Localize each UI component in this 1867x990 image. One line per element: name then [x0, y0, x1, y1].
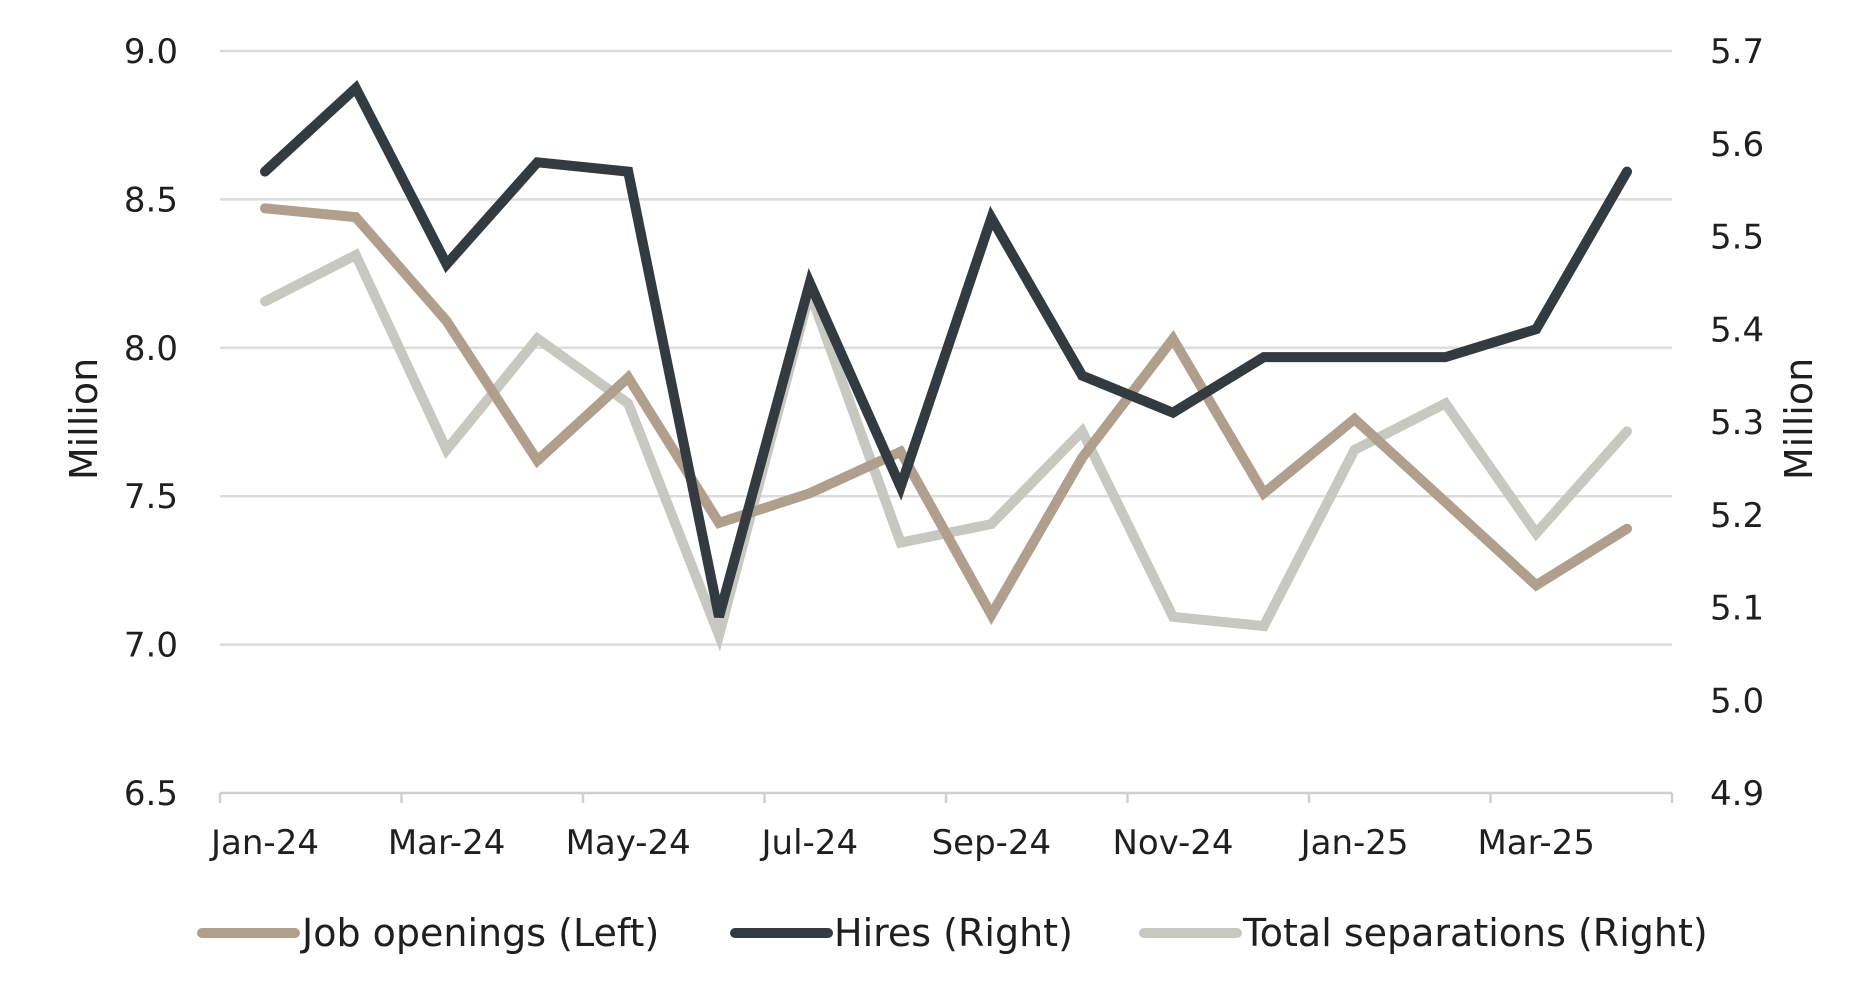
- x-tick-label: May-24: [566, 823, 691, 863]
- right-y-axis-ticks: 5.7 5.6 5.5 5.4 5.3 5.2 5.1 5.0 4.9: [1710, 32, 1764, 814]
- legend-label-hires: Hires (Right): [834, 911, 1073, 955]
- right-axis-title: Million: [1777, 358, 1821, 480]
- right-y-tick-label: 5.3: [1710, 403, 1764, 443]
- right-y-tick-label: 5.0: [1710, 681, 1764, 721]
- left-y-tick-label: 6.5: [124, 774, 178, 814]
- legend-item-total-separations: Total separations (Right): [1139, 911, 1708, 955]
- series-line-hires: [260, 79, 1632, 619]
- x-tick-label: Jan-25: [1299, 823, 1409, 863]
- legend: Job openings (Left) Hires (Right) Total …: [197, 911, 1708, 955]
- legend-label-total-separations: Total separations (Right): [1242, 911, 1708, 955]
- legend-label-job-openings: Job openings (Left): [300, 911, 659, 955]
- left-y-tick-label: 8.0: [124, 329, 178, 369]
- x-tick-label: Sep-24: [932, 823, 1052, 863]
- legend-item-job-openings: Job openings (Left): [197, 911, 659, 955]
- series-line-total-separations: [260, 248, 1632, 652]
- left-y-axis-ticks: 9.0 8.5 8.0 7.5 7.0 6.5: [124, 32, 178, 814]
- x-tick-label: Mar-25: [1477, 823, 1595, 863]
- legend-item-hires: Hires (Right): [730, 911, 1073, 955]
- right-y-tick-label: 5.6: [1710, 125, 1764, 165]
- right-y-tick-label: 5.2: [1710, 496, 1764, 536]
- right-y-tick-label: 5.5: [1710, 218, 1764, 258]
- series-lines: [260, 79, 1632, 652]
- left-y-tick-label: 7.5: [124, 477, 178, 517]
- x-tick-label: Jan-24: [209, 823, 319, 863]
- right-y-tick-label: 5.1: [1710, 589, 1764, 629]
- right-y-tick-label: 5.4: [1710, 310, 1764, 350]
- x-tick-label: Mar-24: [388, 823, 506, 863]
- left-y-tick-label: 8.5: [124, 180, 178, 220]
- x-tick-label: Jul-24: [760, 823, 859, 863]
- series-line-job-openings: [260, 203, 1632, 626]
- left-y-tick-label: 7.0: [124, 626, 178, 666]
- x-axis: Jan-24 Mar-24 May-24 Jul-24 Sep-24 Nov-24 Jan-…: [209, 791, 1674, 863]
- left-y-tick-label: 9.0: [124, 32, 178, 72]
- left-axis-title: Million: [62, 358, 106, 480]
- x-tick-label: Nov-24: [1113, 823, 1234, 863]
- right-y-tick-label: 4.9: [1710, 774, 1764, 814]
- right-y-tick-label: 5.7: [1710, 32, 1764, 72]
